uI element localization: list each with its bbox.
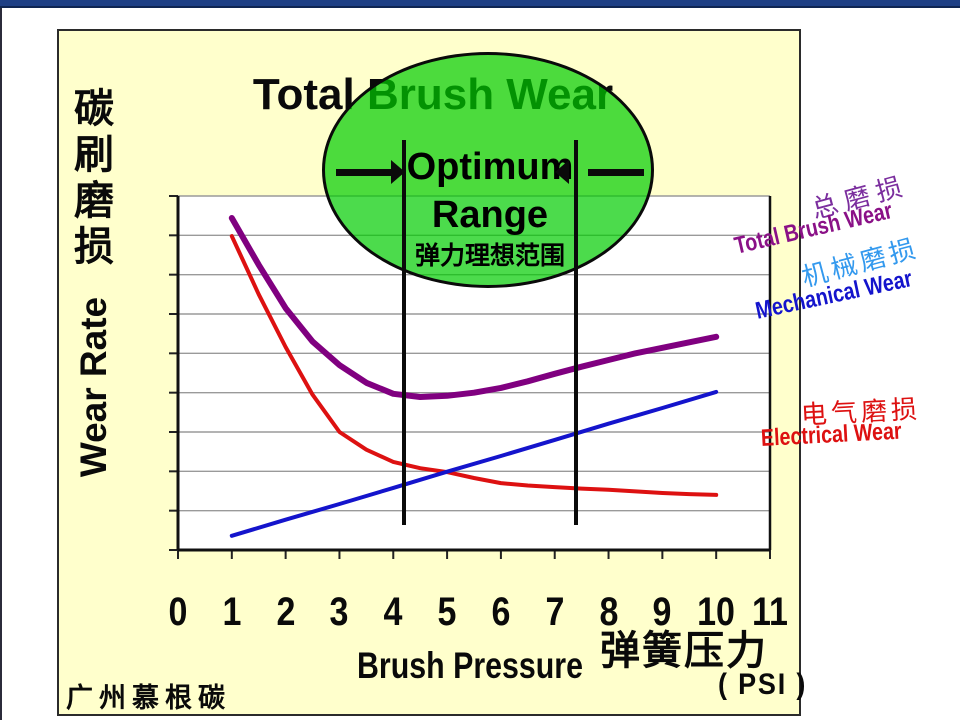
x-axis-label: Brush Pressure bbox=[357, 645, 583, 686]
x-tick-label: 3 bbox=[329, 590, 349, 634]
series-mechanical-wear bbox=[229, 389, 719, 538]
optimum-range-right-line bbox=[574, 140, 579, 525]
window-left-edge bbox=[0, 8, 2, 720]
x-axis-label-chinese: 弹簧压力 bbox=[600, 627, 768, 674]
arrow-left-head-icon bbox=[555, 160, 569, 184]
series-total-brush-wear bbox=[228, 215, 720, 400]
optimum-range-left-line bbox=[402, 140, 407, 525]
x-tick-label: 7 bbox=[545, 590, 565, 634]
window-top-bar bbox=[0, 0, 960, 8]
footer-company-name: 广州慕根碳 bbox=[66, 683, 231, 714]
optimum-label-line3-cn: 弹力理想范围 bbox=[414, 242, 565, 270]
x-tick-label: 2 bbox=[276, 590, 296, 634]
x-tick-label: 1 bbox=[222, 590, 242, 634]
x-axis-unit: ( PSI ) bbox=[718, 668, 808, 701]
arrow-right-head-icon bbox=[391, 160, 405, 184]
optimum-label-line2: Range bbox=[431, 194, 549, 236]
x-tick-label: 6 bbox=[491, 590, 511, 634]
x-tick-label: 10 bbox=[697, 590, 736, 634]
x-tick-label: 11 bbox=[752, 590, 788, 634]
y-axis-label-chinese: 碳刷磨损 bbox=[74, 85, 114, 270]
arrow-left-icon bbox=[588, 169, 644, 176]
x-tick-label: 0 bbox=[168, 590, 188, 634]
series-electrical-wear bbox=[229, 234, 719, 497]
legend-electrical-wear-en: Electrical Wear bbox=[760, 417, 903, 452]
x-tick-label: 8 bbox=[599, 590, 618, 634]
x-tick-label: 9 bbox=[652, 590, 672, 634]
arrow-right-icon bbox=[336, 169, 392, 176]
optimum-label-line1: Optimum bbox=[406, 146, 574, 188]
x-tick-label: 4 bbox=[383, 590, 403, 634]
y-axis-label: Wear Rate bbox=[73, 296, 114, 478]
x-tick-label: 5 bbox=[437, 590, 457, 634]
